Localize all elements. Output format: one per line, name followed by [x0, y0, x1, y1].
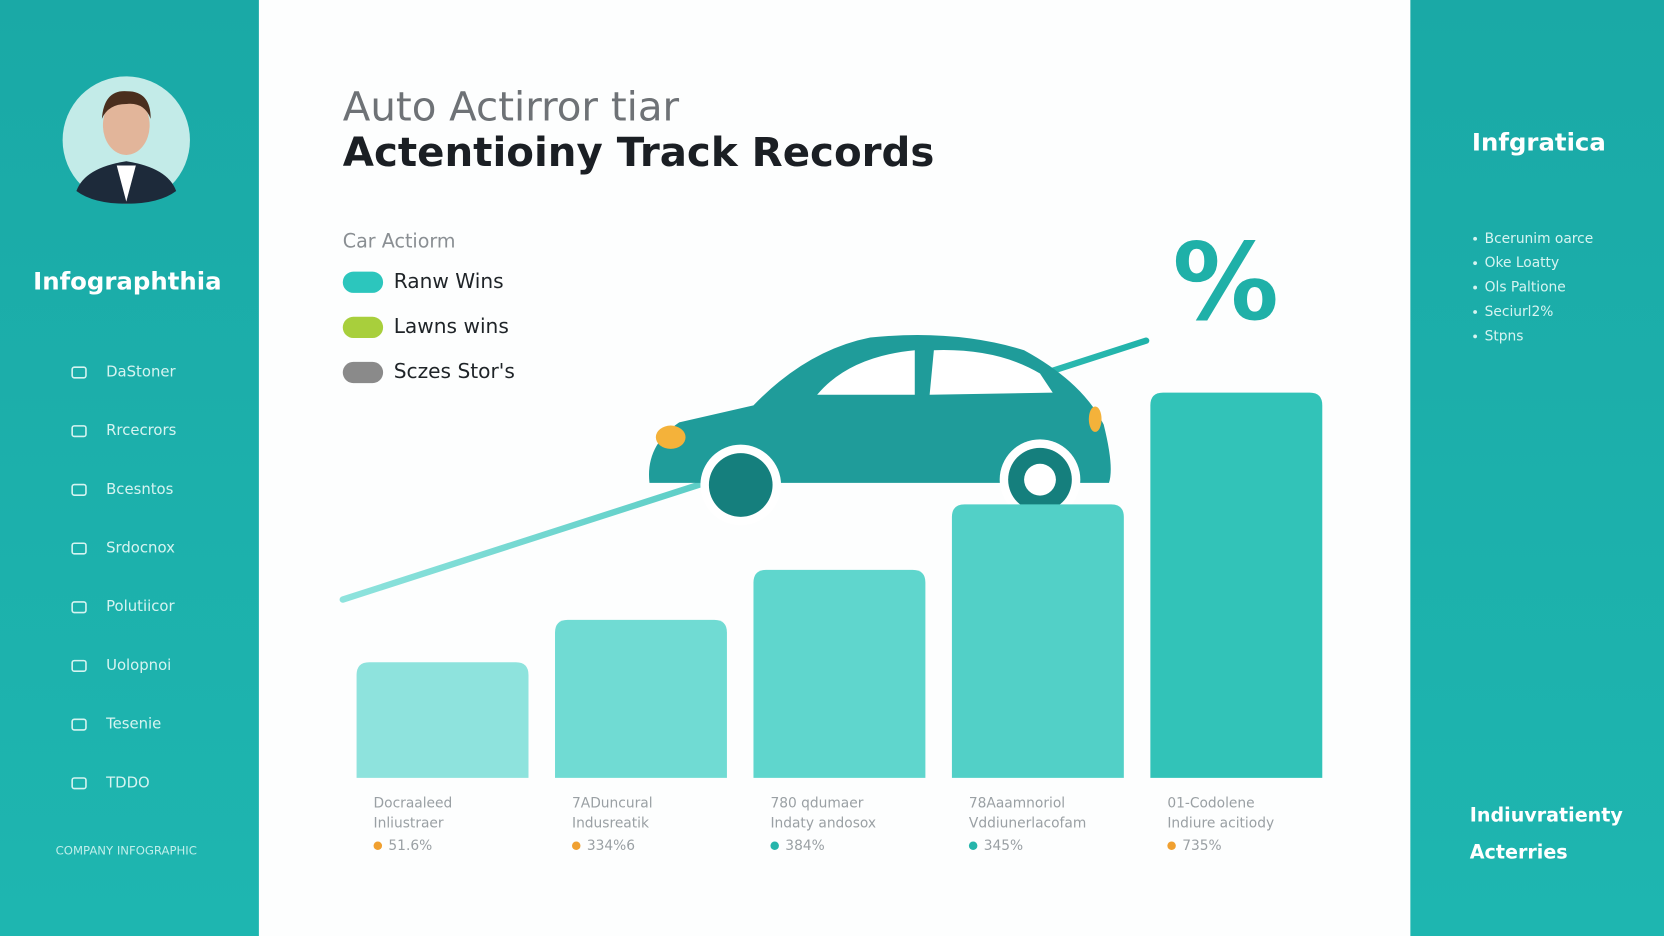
right-item: Bcerunim oarce: [1485, 231, 1594, 247]
title-line1: Auto Actirror tiar: [343, 83, 680, 130]
legend-title: Car Actiorm: [343, 229, 456, 252]
x-tick-label: 01-Codolene: [1167, 795, 1254, 811]
x-tick-label: 7ADuncural: [572, 795, 653, 811]
right-item: Seciurl2%: [1485, 304, 1554, 320]
x-tick-note: Indaty andosox: [770, 816, 876, 832]
note-dot: [770, 841, 779, 851]
right-item: Ols Paltione: [1485, 280, 1566, 296]
x-tick-label: 780 qdumaer: [770, 795, 863, 811]
note-dot: [1167, 841, 1176, 851]
menu-item[interactable]: Polutiicor: [106, 597, 175, 615]
note-dot: [373, 841, 383, 851]
bar-note: 384%: [785, 838, 824, 854]
legend-swatch: [342, 361, 384, 384]
note-dot: [572, 841, 581, 851]
menu-icon: [71, 366, 87, 379]
bullet: [1473, 261, 1478, 266]
menu-icon: [71, 659, 87, 673]
x-tick-note: Indiure acitiody: [1167, 816, 1274, 832]
bar-note: 345%: [984, 838, 1023, 854]
right-footer: Indiuvratienty: [1470, 804, 1624, 827]
avatar: [62, 76, 190, 204]
legend-label: Lawns wins: [394, 314, 509, 338]
menu-icon: [71, 483, 87, 496]
bar-note: 334%6: [587, 838, 635, 854]
right-item: Oke Loatty: [1485, 255, 1559, 271]
title-line2: Actentioiny Track Records: [343, 129, 935, 176]
right-title: Infgratica: [1472, 127, 1606, 156]
x-tick-label: 78Aaamnoriol: [969, 795, 1065, 811]
bullet: [1473, 310, 1478, 314]
bar: [753, 569, 926, 778]
legend-swatch: [342, 316, 384, 338]
bullet: [1473, 334, 1478, 339]
sidebar-footer: COMPANY INFOGRAPHIC: [56, 844, 197, 858]
bar-note: 735%: [1182, 838, 1221, 854]
x-tick-label: Docraaleed: [374, 795, 453, 811]
menu-icon: [71, 777, 87, 790]
menu-icon: [71, 718, 87, 731]
legend-label: Ranw Wins: [394, 269, 504, 293]
menu-item[interactable]: Uolopnoi: [106, 656, 171, 674]
percent-icon: %: [1173, 221, 1279, 345]
bar: [555, 619, 727, 778]
menu-icon: [71, 542, 87, 555]
menu-item[interactable]: Rrcecrors: [106, 421, 177, 439]
menu-item[interactable]: Bcesntos: [106, 480, 174, 498]
note-dot: [968, 841, 978, 851]
menu-item[interactable]: TDDO: [105, 773, 150, 791]
x-tick-note: Inliustraer: [374, 816, 444, 832]
legend-swatch: [342, 271, 384, 293]
x-tick-note: Vddiunerlacofam: [969, 816, 1086, 832]
bar: [356, 662, 529, 778]
app-name: Infographthia: [33, 266, 221, 295]
car-illustration: [648, 335, 1111, 526]
bar-note: 51.6%: [388, 838, 432, 854]
bar: [951, 504, 1124, 778]
x-tick-note: Indusreatik: [572, 816, 649, 832]
menu-icon: [71, 601, 87, 614]
bullet: [1473, 236, 1478, 241]
menu-item[interactable]: Srdocnox: [106, 539, 175, 557]
right-footer: Acterries: [1470, 841, 1568, 864]
menu-item[interactable]: Tesenie: [105, 715, 161, 733]
bullet: [1473, 285, 1478, 290]
right-item: Stpns: [1485, 328, 1524, 344]
bar: [1150, 392, 1323, 778]
legend-label: Sczes Stor's: [394, 359, 515, 383]
menu-icon: [71, 425, 87, 438]
right-panel: [1410, 0, 1664, 936]
menu-item[interactable]: DaStoner: [106, 362, 176, 380]
